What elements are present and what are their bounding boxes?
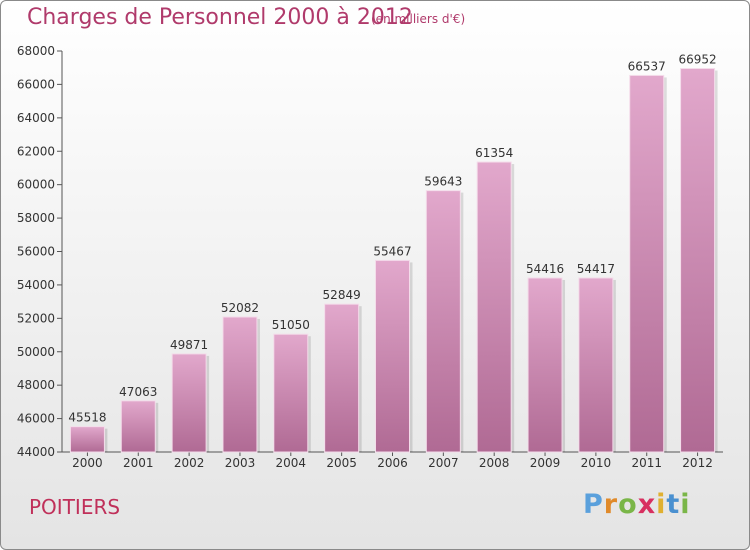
data-label: 52082 xyxy=(221,301,259,315)
data-label: 66537 xyxy=(628,59,666,73)
x-tick-label: 2011 xyxy=(631,456,662,470)
logo-letter: t xyxy=(666,489,681,520)
chart-title: Charges de Personnel 2000 à 2012 xyxy=(27,5,413,30)
bar-2010 xyxy=(578,277,614,453)
bar-2005 xyxy=(324,303,360,453)
data-label: 54416 xyxy=(526,262,564,276)
y-tick-label: 54000 xyxy=(17,278,55,292)
bar-2011 xyxy=(629,74,665,453)
bar-2007 xyxy=(425,190,461,453)
x-tick-label: 2002 xyxy=(174,456,205,470)
y-tick-label: 52000 xyxy=(17,311,55,325)
x-tick-label: 2003 xyxy=(225,456,256,470)
x-tick-label: 2010 xyxy=(581,456,612,470)
y-tick-label: 56000 xyxy=(17,245,55,259)
proxiti-logo: Proxiti xyxy=(583,489,691,520)
bar-2008 xyxy=(476,161,512,453)
x-tick-label: 2004 xyxy=(276,456,307,470)
data-label: 61354 xyxy=(475,146,513,160)
bar-2001 xyxy=(120,400,156,453)
data-label: 47063 xyxy=(119,385,157,399)
y-tick-label: 68000 xyxy=(17,44,55,58)
x-tick-label: 2006 xyxy=(377,456,408,470)
bar-2000 xyxy=(69,426,105,453)
data-label: 54417 xyxy=(577,262,615,276)
y-tick-label: 66000 xyxy=(17,77,55,91)
logo-letter: P xyxy=(583,489,604,520)
y-tick-label: 48000 xyxy=(17,378,55,392)
data-label: 55467 xyxy=(373,244,411,258)
data-label: 52849 xyxy=(323,288,361,302)
data-label: 66952 xyxy=(678,53,716,67)
data-label: 49871 xyxy=(170,338,208,352)
x-tick-label: 2012 xyxy=(682,456,713,470)
y-tick-label: 46000 xyxy=(17,412,55,426)
city-name: POITIERS xyxy=(29,495,121,519)
logo-letter: i xyxy=(656,489,667,520)
y-tick-label: 62000 xyxy=(17,144,55,158)
x-tick-label: 2009 xyxy=(530,456,561,470)
logo-letter: i xyxy=(680,489,691,520)
bar-2003 xyxy=(222,316,258,453)
logo-letter: r xyxy=(603,489,619,520)
bar-2009 xyxy=(527,277,563,453)
y-tick-label: 44000 xyxy=(17,445,55,459)
logo-letter: x xyxy=(637,489,657,520)
chart-subtitle: (en milliers d'€) xyxy=(371,12,466,26)
y-tick-label: 58000 xyxy=(17,211,55,225)
bar-2012 xyxy=(680,68,716,453)
x-tick-label: 2007 xyxy=(428,456,459,470)
bar-2004 xyxy=(273,333,309,453)
data-label: 59643 xyxy=(424,175,462,189)
bar-2006 xyxy=(375,259,410,453)
logo-letter: o xyxy=(618,489,638,520)
data-label: 45518 xyxy=(68,411,106,425)
y-tick-label: 50000 xyxy=(17,345,55,359)
x-tick-label: 2000 xyxy=(72,456,103,470)
bar-2002 xyxy=(171,353,207,453)
y-tick-label: 64000 xyxy=(17,111,55,125)
y-tick-label: 60000 xyxy=(17,178,55,192)
x-tick-label: 2005 xyxy=(326,456,357,470)
x-tick-label: 2001 xyxy=(123,456,154,470)
x-tick-label: 2008 xyxy=(479,456,510,470)
data-label: 51050 xyxy=(272,318,310,332)
